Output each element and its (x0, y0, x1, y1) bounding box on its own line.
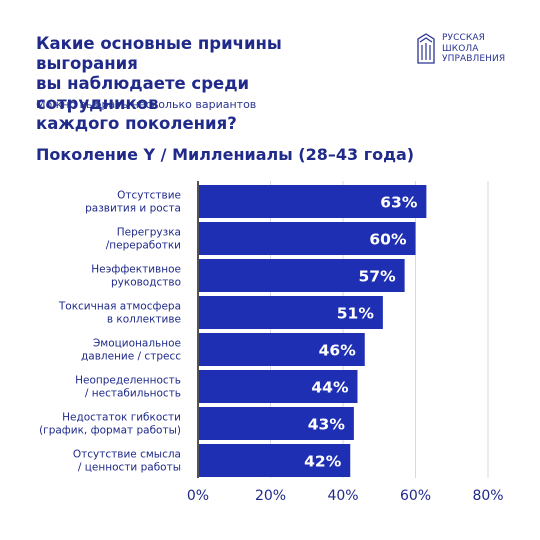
x-tick-label: 60% (400, 488, 431, 504)
bar (199, 259, 405, 292)
x-tick-label: 40% (327, 488, 358, 504)
category-label: Неопределенность / нестабильность (75, 375, 181, 400)
x-tick-label: 20% (255, 488, 286, 504)
category-label: Перегрузка/переработки (106, 227, 181, 252)
category-label: Токсичная атмосфера в коллективе (58, 301, 181, 326)
bar (199, 444, 351, 477)
chart-title: Поколение Y / Миллениалы (28–43 года) (36, 145, 415, 164)
category-label: Отсутствие развития и роста (85, 190, 181, 215)
bar-value-label: 63% (380, 194, 418, 212)
bar (199, 370, 358, 403)
logo-line-2: ШКОЛА (442, 43, 479, 54)
bar-value-label: 43% (308, 416, 346, 434)
bar-value-label: 44% (311, 379, 349, 397)
bar (199, 296, 383, 329)
category-label: Эмоциональное давление / стресс (81, 338, 181, 363)
bar (199, 222, 416, 255)
page-subtitle: Можно выбрать несколько вариантов (36, 98, 257, 111)
category-label: Неэффективное руководство (91, 264, 181, 289)
x-tick-label: 0% (187, 488, 209, 504)
page-title: Какие основные причины выгорания вы набл… (36, 34, 282, 133)
bar-value-label: 57% (359, 268, 397, 286)
bar-value-label: 42% (304, 453, 342, 471)
category-label: Недостаток гибкости (график, формат работ… (39, 412, 181, 437)
brand-logo: РУССКАЯ ШКОЛА УПРАВЛЕНИЯ (416, 33, 505, 65)
logo-line-3: УПРАВЛЕНИЯ (442, 54, 506, 65)
x-tick-label: 80% (472, 488, 503, 504)
bar (199, 407, 354, 440)
bar-value-label: 51% (337, 305, 375, 323)
bar-value-label: 46% (319, 342, 357, 360)
building-emblem-icon (417, 33, 435, 64)
bar (199, 185, 427, 218)
bar-value-label: 60% (369, 231, 407, 249)
logo-line-1: РУССКАЯ (442, 33, 485, 44)
bar (199, 333, 365, 366)
category-label: Отсутствие смысла / ценности работы (73, 449, 181, 474)
